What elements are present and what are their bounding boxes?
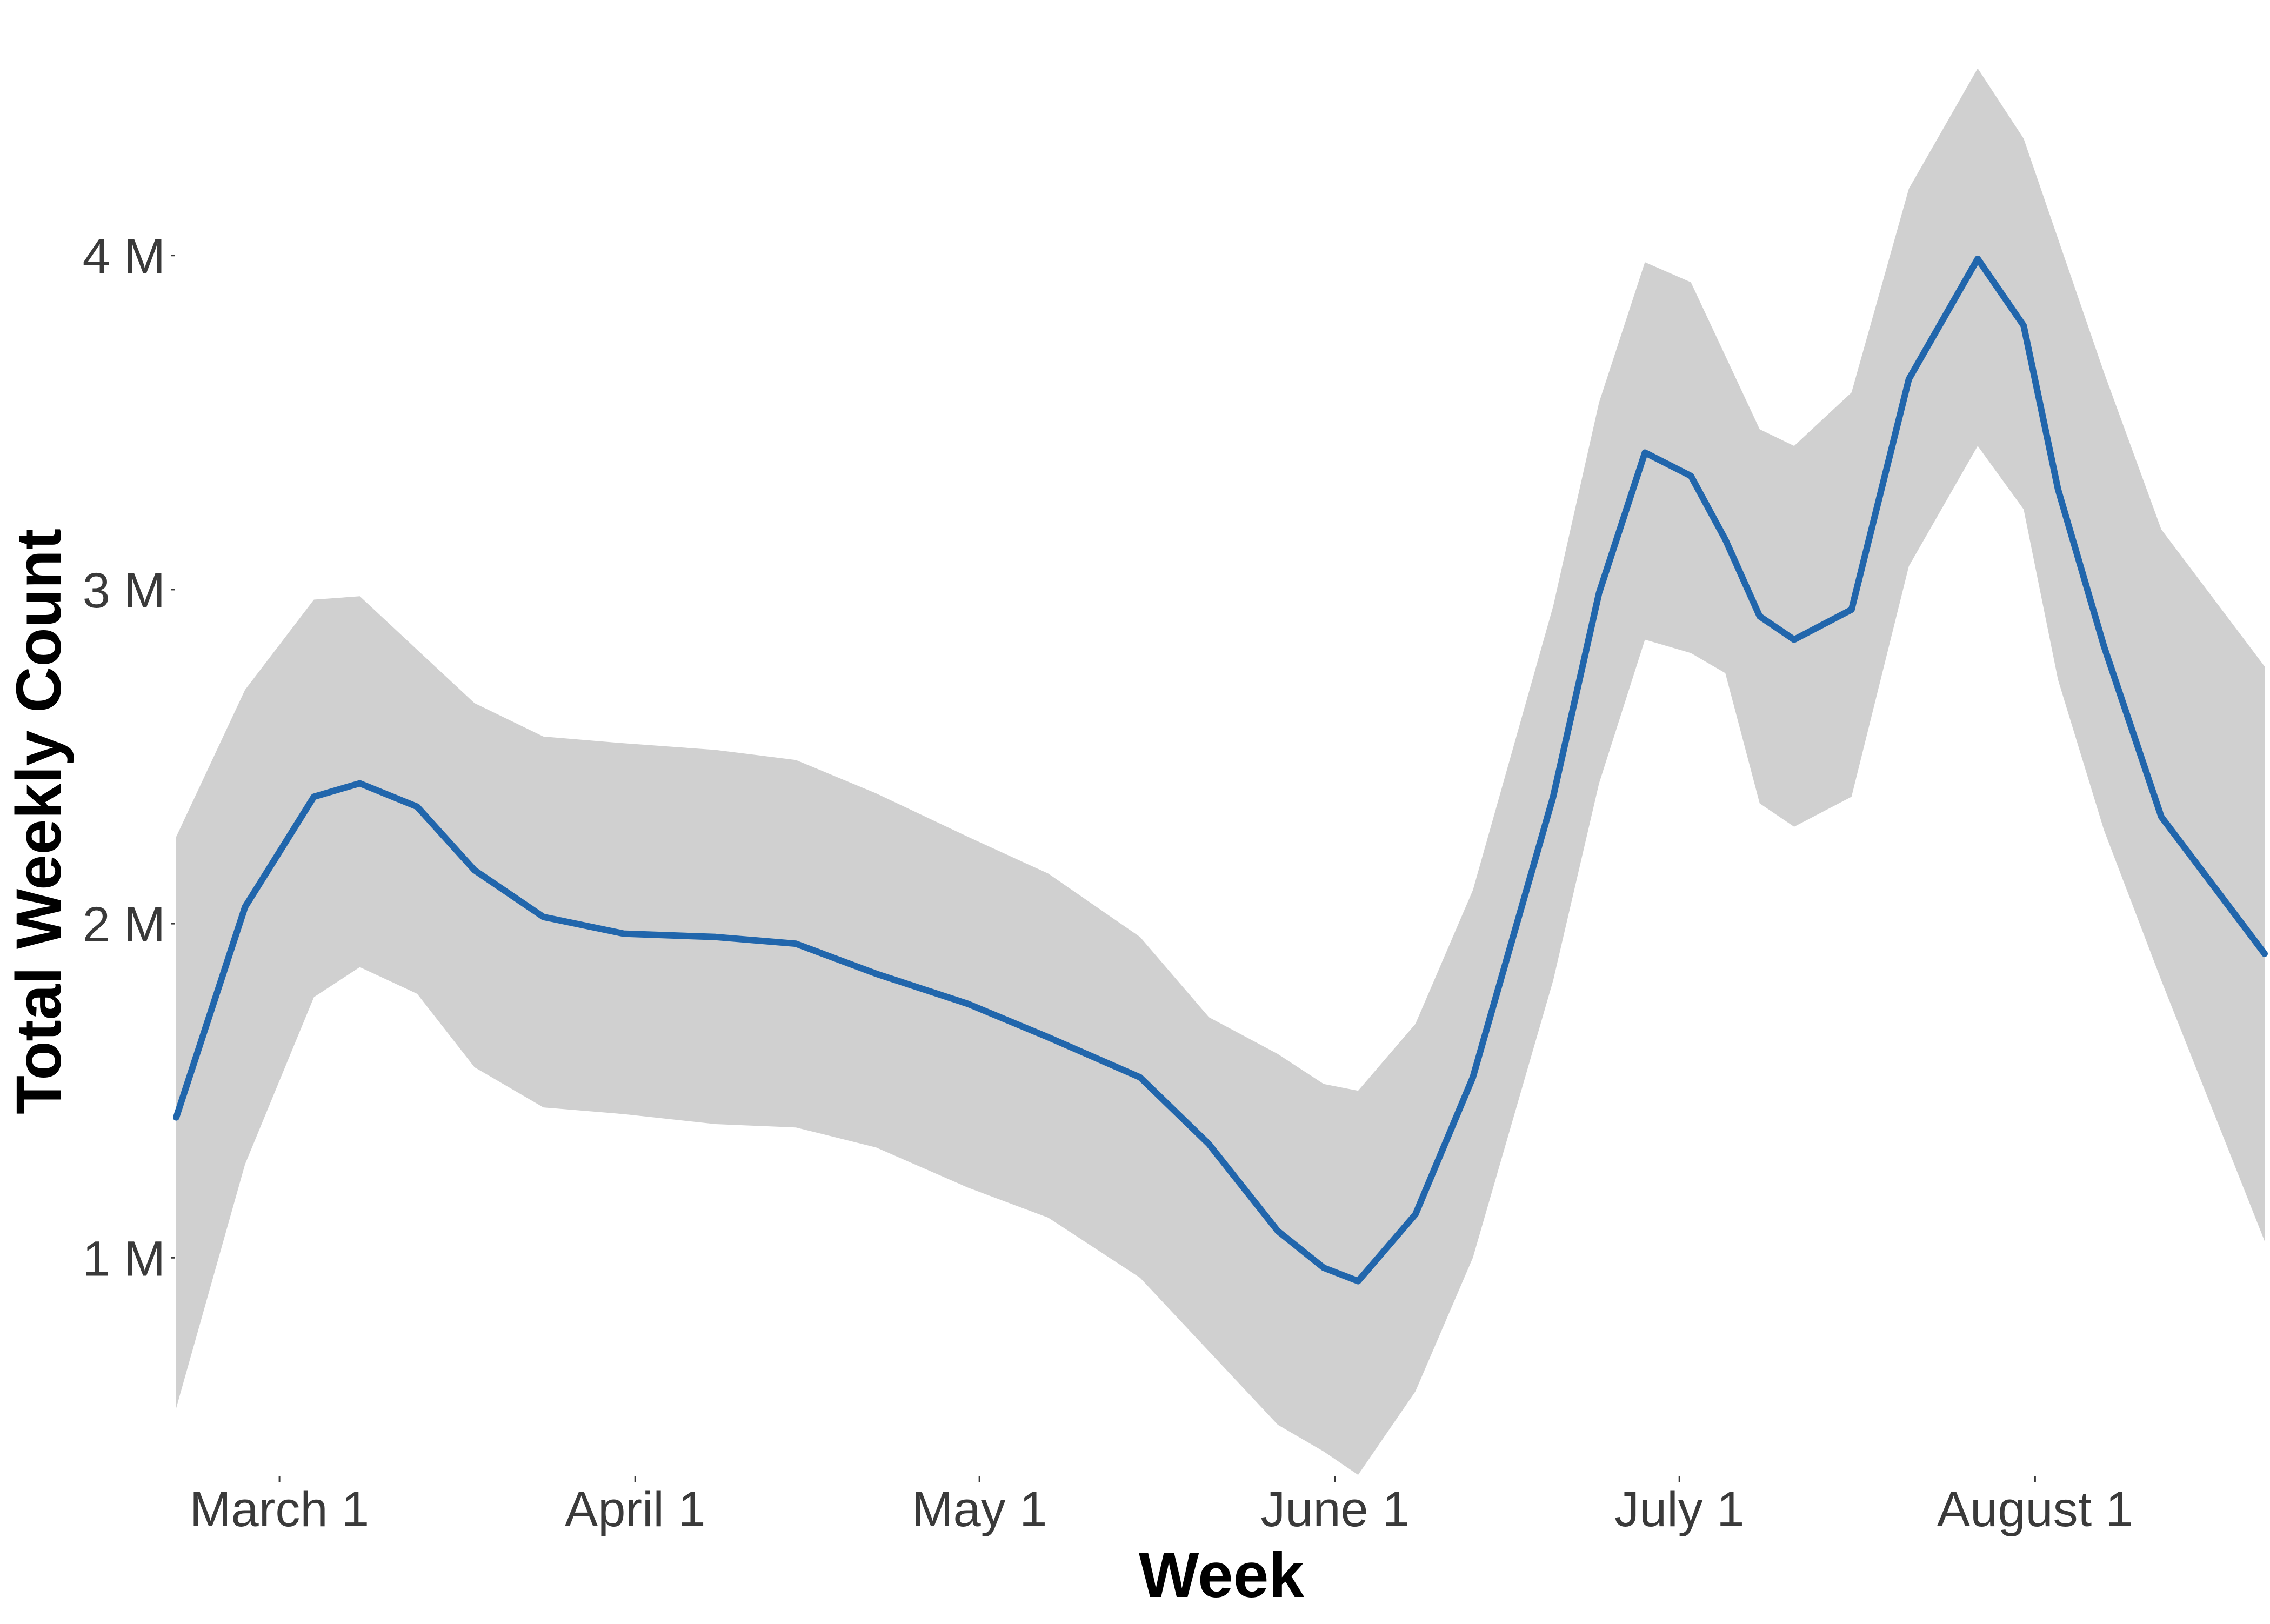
y-axis: 1 M 2 M 3 M 4 M	[83, 229, 175, 1286]
x-axis-title: Week	[1139, 1540, 1304, 1611]
x-tick-label: June 1	[1260, 1482, 1410, 1537]
x-tick-label: August 1	[1937, 1482, 2133, 1537]
y-tick-label: 4 M	[83, 229, 165, 284]
x-tick-label: April 1	[565, 1482, 706, 1537]
x-tick-label: March 1	[190, 1482, 369, 1537]
x-tick-label: July 1	[1614, 1482, 1744, 1537]
confidence-band-layer	[176, 68, 2265, 1475]
y-axis-title: Total Weekly Count	[3, 529, 75, 1114]
y-tick-label: 3 M	[83, 563, 165, 618]
y-tick-label: 2 M	[83, 897, 165, 952]
x-tick-label: May 1	[912, 1482, 1047, 1537]
trend-line-layer	[173, 255, 2268, 1285]
confidence-band	[176, 68, 2265, 1475]
y-tick-label: 1 M	[83, 1231, 165, 1286]
trend-line	[173, 255, 2268, 1285]
x-axis: March 1 April 1 May 1 June 1 July 1 August 1	[190, 1476, 2133, 1537]
